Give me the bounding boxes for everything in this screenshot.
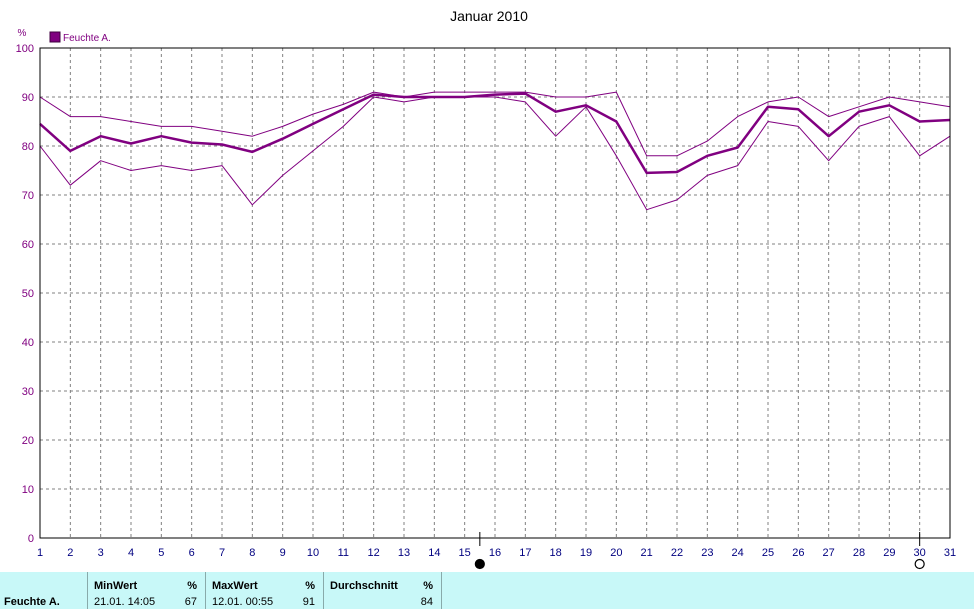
x-tick-label: 28 xyxy=(853,547,865,559)
min-time: 21.01. 14:05 xyxy=(94,596,156,608)
x-tick-label: 14 xyxy=(428,547,440,559)
x-tick-label: 21 xyxy=(641,547,653,559)
y-tick-label: 0 xyxy=(28,533,34,545)
x-tick-label: 12 xyxy=(368,547,380,559)
avg-value: 84 xyxy=(420,596,433,608)
stats-series-cell: Feuchte A. xyxy=(0,572,88,609)
x-markers xyxy=(474,532,925,570)
y-tick-label: 60 xyxy=(22,239,34,251)
x-tick-label: 6 xyxy=(189,547,195,559)
filled-circle-marker xyxy=(474,558,485,570)
series-lines xyxy=(39,91,951,211)
y-tick-label: 70 xyxy=(22,190,34,202)
x-tick-label: 18 xyxy=(550,547,562,559)
stats-avg-cell: Durchschnitt % 84 xyxy=(324,572,442,609)
y-tick-label: 100 xyxy=(16,43,34,55)
max-header: MaxWert xyxy=(212,580,258,592)
x-tick-label: 23 xyxy=(701,547,713,559)
y-axis-ticks: 0 10 20 30 40 50 60 70 80 90 100 xyxy=(16,43,34,545)
series-line-average xyxy=(39,92,951,175)
x-tick-label: 26 xyxy=(792,547,804,559)
x-tick-label: 30 xyxy=(914,547,926,559)
max-unit: % xyxy=(305,580,315,592)
x-tick-label: 9 xyxy=(280,547,286,559)
x-tick-label: 13 xyxy=(398,547,410,559)
x-tick-label: 4 xyxy=(128,547,134,559)
grid xyxy=(40,48,950,538)
min-header: MinWert xyxy=(94,580,138,592)
stats-min-cell: MinWert % 21.01. 14:05 67 xyxy=(88,572,206,609)
y-tick-label: 40 xyxy=(22,337,34,349)
x-tick-label: 8 xyxy=(249,547,255,559)
legend-label: Feuchte A. xyxy=(63,33,111,44)
x-tick-label: 15 xyxy=(459,547,471,559)
max-time: 12.01. 00:55 xyxy=(212,596,274,608)
x-tick-label: 25 xyxy=(762,547,774,559)
statistics-bar: Feuchte A. MinWert % 21.01. 14:05 67 Max… xyxy=(0,572,974,609)
x-tick-label: 10 xyxy=(307,547,319,559)
min-unit: % xyxy=(187,580,197,592)
open-circle-marker xyxy=(914,558,925,570)
stats-series-name: Feuchte A. xyxy=(4,596,60,608)
stats-max-cell: MaxWert % 12.01. 00:55 91 xyxy=(206,572,324,609)
x-tick-label: 11 xyxy=(338,547,349,559)
x-tick-label: 20 xyxy=(610,547,622,559)
x-tick-label: 7 xyxy=(219,547,225,559)
y-tick-label: 30 xyxy=(22,386,34,398)
avg-header: Durchschnitt xyxy=(330,580,398,592)
x-tick-label: 22 xyxy=(671,547,683,559)
series-line-min xyxy=(39,96,951,211)
x-tick-label: 31 xyxy=(944,547,956,559)
min-value: 67 xyxy=(184,596,197,608)
x-tick-label: 5 xyxy=(158,547,164,559)
max-value: 91 xyxy=(302,596,315,608)
x-tick-label: 29 xyxy=(883,547,895,559)
humidity-line-chart: Januar 2010 % Feuchte A. 010203040506070… xyxy=(16,8,956,570)
y-tick-label: 90 xyxy=(22,92,34,104)
avg-unit: % xyxy=(423,580,433,592)
x-tick-label: 24 xyxy=(732,547,744,559)
x-tick-label: 1 xyxy=(37,547,43,559)
y-axis-unit: % xyxy=(18,28,27,39)
chart-title: Januar 2010 xyxy=(450,8,528,24)
y-tick-label: 80 xyxy=(22,141,34,153)
x-tick-label: 16 xyxy=(489,547,501,559)
y-tick-label: 50 xyxy=(22,288,34,300)
x-tick-label: 3 xyxy=(98,547,104,559)
plot-frame xyxy=(39,47,951,539)
x-tick-label: 17 xyxy=(519,547,531,559)
x-axis-ticks: 1 2 3 4 5 6 7 8 9 10 11 12 13 14 15 16 17 18 19 20 21 22 23 24 2… xyxy=(37,547,956,559)
x-tick-label: 19 xyxy=(580,547,592,559)
y-tick-label: 10 xyxy=(22,484,34,496)
y-tick-label: 20 xyxy=(22,435,34,447)
legend-swatch xyxy=(49,31,61,43)
x-tick-label: 2 xyxy=(67,547,73,559)
series-line-max xyxy=(39,91,951,157)
x-tick-label: 27 xyxy=(823,547,835,559)
